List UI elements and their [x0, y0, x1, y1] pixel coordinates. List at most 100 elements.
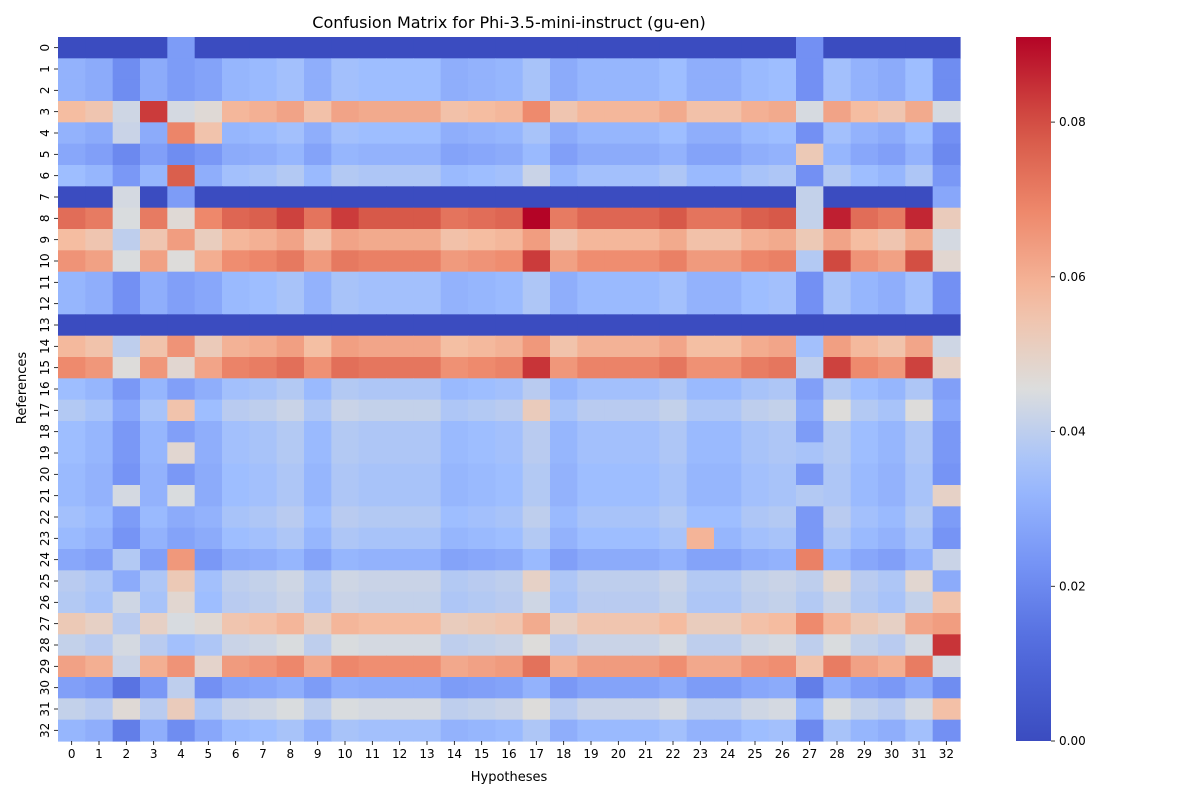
heatmap-cell [304, 250, 332, 273]
heatmap-cell [932, 165, 961, 187]
heatmap-cell [413, 613, 442, 635]
heatmap-cell [686, 399, 715, 422]
heatmap-cell [850, 229, 879, 251]
heatmap-cell [495, 207, 524, 230]
y-tick-label: 30 [38, 680, 52, 695]
heatmap-cell [632, 549, 660, 571]
heatmap-cell [796, 271, 824, 294]
heatmap-cell [167, 314, 196, 337]
heatmap-cell [741, 570, 770, 593]
heatmap-cell [577, 58, 606, 81]
heatmap-cell [850, 570, 879, 593]
heatmap-cell [276, 37, 305, 59]
heatmap-cell [495, 378, 524, 401]
heatmap-cell [413, 271, 442, 294]
heatmap-cell [413, 229, 442, 251]
heatmap-cell [632, 378, 660, 401]
heatmap-cell [249, 271, 278, 294]
heatmap-cell [522, 101, 551, 123]
heatmap-cell [796, 58, 824, 81]
heatmap-cell [768, 506, 797, 529]
heatmap-cell [878, 37, 906, 59]
heatmap-cell [878, 549, 906, 571]
heatmap-cell [112, 677, 141, 699]
heatmap-cell [194, 506, 223, 529]
heatmap-cell [276, 613, 305, 635]
heatmap-cell [386, 335, 414, 358]
heatmap-cell [249, 634, 278, 657]
heatmap-cell [468, 421, 496, 443]
heatmap-cell [331, 613, 360, 635]
heatmap-cell [632, 101, 660, 123]
heatmap-cell [823, 271, 852, 294]
heatmap-cell [604, 229, 633, 251]
heatmap-cell [331, 250, 360, 273]
heatmap-cell [140, 655, 168, 678]
heatmap-cell [249, 698, 278, 721]
heatmap-cell [714, 549, 742, 571]
heatmap-cell [604, 527, 633, 550]
heatmap-cell [222, 549, 250, 571]
colorbar: 0.00 0.02 0.04 0.06 0.08 [1016, 37, 1086, 748]
heatmap-cell [932, 527, 961, 550]
heatmap-cell [768, 58, 797, 81]
heatmap-cell [550, 186, 578, 209]
y-tick-label: 28 [38, 637, 52, 652]
heatmap-cell [495, 79, 524, 102]
heatmap-cell [112, 37, 141, 59]
heatmap-cell [468, 122, 496, 145]
heatmap-cell [577, 719, 606, 742]
heatmap-cell [413, 655, 442, 678]
heatmap-cell [741, 634, 770, 657]
heatmap-cell [768, 122, 797, 145]
heatmap-cell [686, 357, 715, 379]
heatmap-cell [386, 463, 414, 486]
heatmap-cell [85, 655, 114, 678]
heatmap-cell [932, 570, 961, 593]
heatmap-cell [249, 101, 278, 123]
heatmap-cell [386, 250, 414, 273]
heatmap-cell [577, 613, 606, 635]
heatmap-cell [686, 186, 715, 209]
heatmap-cell [276, 229, 305, 251]
heatmap-cell [85, 207, 114, 230]
heatmap-cell [58, 37, 86, 59]
heatmap-cell [495, 399, 524, 422]
heatmap-cell [550, 613, 578, 635]
heatmap-cell [932, 591, 961, 614]
heatmap-cell [249, 229, 278, 251]
heatmap-cell [304, 143, 332, 166]
heatmap-cell [140, 143, 168, 166]
heatmap-cell [741, 485, 770, 507]
heatmap-cell [659, 58, 688, 81]
heatmap-cell [878, 58, 906, 81]
heatmap-cell [58, 101, 86, 123]
heatmap-cell [796, 485, 824, 507]
heatmap-cell [276, 335, 305, 358]
heatmap-cell [140, 634, 168, 657]
heatmap-cell [276, 101, 305, 123]
heatmap-cell [632, 79, 660, 102]
heatmap-cell [386, 79, 414, 102]
heatmap-cell [741, 271, 770, 294]
heatmap-cell [932, 186, 961, 209]
heatmap-cell [85, 271, 114, 294]
heatmap-cell [768, 719, 797, 742]
heatmap-cell [932, 79, 961, 102]
heatmap-cell [905, 314, 934, 337]
heatmap-cell [796, 122, 824, 145]
heatmap-cell [249, 677, 278, 699]
heatmap-cell [167, 335, 196, 358]
heatmap-cell [550, 485, 578, 507]
y-tick-label: 20 [38, 467, 52, 482]
heatmap-cell [495, 122, 524, 145]
heatmap-cell [304, 399, 332, 422]
heatmap-cell [878, 101, 906, 123]
heatmap-cell [304, 207, 332, 230]
heatmap-cell [440, 271, 469, 294]
heatmap-cell [659, 655, 688, 678]
heatmap-cell [495, 335, 524, 358]
heatmap-cell [468, 165, 496, 187]
heatmap-cell [304, 186, 332, 209]
heatmap-cell [577, 335, 606, 358]
